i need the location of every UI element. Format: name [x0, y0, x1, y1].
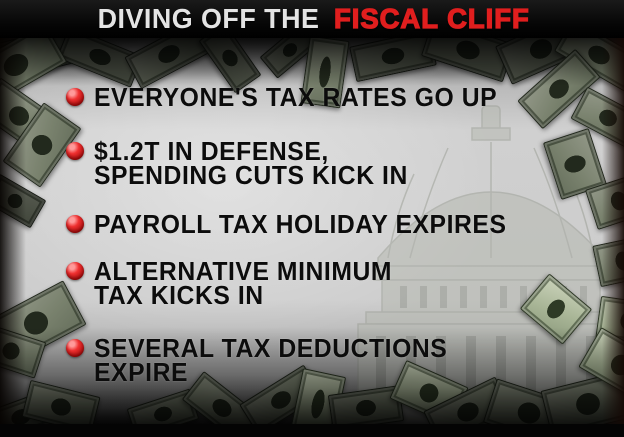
bullet-text: ALTERNATIVE MINIMUM: [94, 256, 393, 286]
red-bullet-icon: [66, 339, 84, 357]
bullet-text: EXPIRE: [94, 357, 189, 387]
red-bullet-icon: [66, 262, 84, 280]
bottom-bar: [0, 424, 624, 437]
title-highlight: FISCAL CLIFF: [333, 2, 530, 34]
red-bullet-icon: [66, 215, 84, 233]
title-bar: DIVING OFF THE FISCAL CLIFF: [0, 0, 624, 38]
red-bullet-icon: [66, 88, 84, 106]
bullet-text: TAX KICKS IN: [94, 280, 264, 310]
bullet-item: SEVERAL TAX DEDUCTIONS EXPIRE: [66, 335, 466, 387]
bullet-item: EVERYONE'S TAX RATES GO UP: [66, 82, 518, 112]
bullet-item: PAYROLL TAX HOLIDAY EXPIRES: [66, 209, 528, 239]
bullet-text: SPENDING CUTS KICK IN: [94, 160, 408, 190]
bullet-text: EVERYONE'S TAX RATES GO UP: [94, 82, 498, 112]
bullet-item: ALTERNATIVE MINIMUM TAX KICKS IN: [66, 256, 408, 310]
red-bullet-icon: [66, 142, 84, 160]
title-prefix: DIVING OFF THE: [97, 3, 320, 34]
bullet-item: $1.2T IN DEFENSE, SPENDING CUTS KICK IN: [66, 136, 424, 190]
bullet-text: $1.2T IN DEFENSE,: [94, 136, 329, 166]
bullet-text: PAYROLL TAX HOLIDAY EXPIRES: [94, 209, 507, 239]
